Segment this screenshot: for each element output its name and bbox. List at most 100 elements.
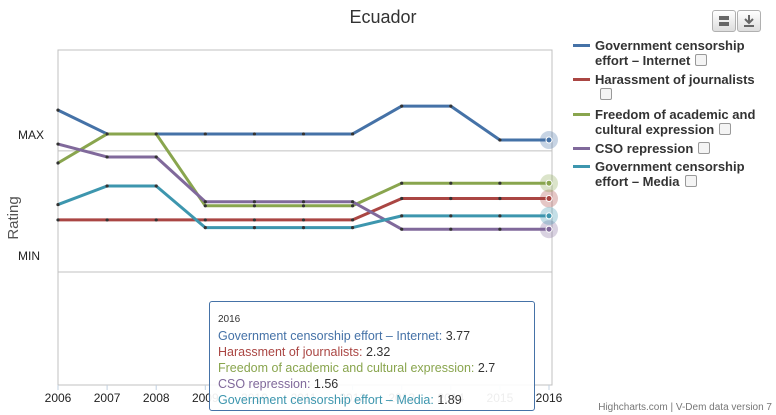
point-marker [252, 225, 256, 230]
point-marker [203, 218, 207, 222]
point-marker [105, 132, 109, 136]
tooltip-series: CSO repression [218, 377, 307, 391]
print-button[interactable] [712, 10, 736, 32]
chart-title: Ecuador [349, 7, 416, 27]
point-marker [400, 227, 404, 231]
legend-label: CSO repression [595, 141, 694, 156]
legend-item[interactable]: Freedom of academic and cultural express… [573, 107, 763, 137]
legend-label: Harassment of journalists [595, 72, 755, 87]
point-marker [449, 181, 453, 185]
point-marker [351, 200, 355, 204]
x-tick-label: 2008 [143, 391, 170, 405]
point-marker [449, 214, 453, 218]
legend-text: Harassment of journalists [595, 72, 760, 102]
tooltip-series: Freedom of academic and cultural express… [218, 361, 471, 375]
point-marker [105, 184, 109, 188]
hover-marker [545, 225, 553, 233]
series-line [57, 132, 549, 208]
tooltip-title: 2016 [218, 314, 241, 325]
tooltip-row: Freedom of academic and cultural express… [218, 361, 496, 375]
tooltip-value: 2.7 [477, 361, 496, 375]
point-marker [400, 214, 404, 218]
tooltip-row: Government censorship effort – Internet:… [218, 329, 471, 343]
legend-checkbox[interactable] [719, 123, 732, 135]
point-marker [449, 227, 453, 231]
tooltip-series: Harassment of journalists [218, 345, 360, 359]
tooltip-row: CSO repression: 1.56 [218, 377, 339, 391]
point-marker [105, 155, 109, 159]
y-tick-label: MAX [18, 128, 44, 142]
legend-text: Freedom of academic and cultural express… [595, 107, 760, 137]
x-tick-label: 2006 [45, 391, 72, 405]
legend-symbol [573, 78, 590, 81]
point-marker [154, 184, 158, 188]
point-marker [105, 218, 109, 222]
point-marker [351, 225, 355, 230]
credits: Highcharts.com | V-Dem data version 7 [598, 402, 772, 413]
point-marker [498, 214, 502, 218]
legend-text: Government censorship effort – Internet [595, 38, 760, 68]
point-marker [301, 204, 306, 208]
tooltip-value: 1.56 [313, 377, 339, 391]
point-marker [449, 104, 453, 108]
legend-text: Government censorship effort – Media [595, 159, 760, 189]
point-marker [498, 138, 502, 142]
legend-checkbox[interactable] [695, 54, 708, 66]
legend-checkbox[interactable] [698, 142, 711, 154]
point-marker [252, 218, 256, 222]
point-marker [154, 218, 158, 222]
point-marker [252, 132, 256, 136]
point-marker [56, 202, 60, 207]
tooltip-row: Government censorship effort – Media: 1.… [218, 393, 462, 407]
tooltip-value: 2.32 [365, 345, 391, 359]
point-marker [351, 132, 355, 136]
legend-text: CSO repression [595, 141, 760, 156]
point-marker [56, 218, 60, 222]
legend-symbol [573, 113, 590, 116]
point-marker [301, 218, 306, 222]
legend-label: Government censorship effort – Internet [595, 38, 745, 68]
point-marker [498, 227, 502, 231]
point-marker [301, 132, 306, 136]
tooltip-series: Government censorship effort – Internet [218, 329, 439, 343]
point-marker [400, 181, 404, 185]
legend-label: Freedom of academic and cultural express… [595, 107, 756, 137]
point-marker [252, 200, 256, 204]
point-marker [56, 161, 60, 165]
point-marker [351, 204, 355, 208]
hover-marker [545, 136, 553, 144]
legend-item[interactable]: Government censorship effort – Media [573, 159, 763, 189]
tooltip-value: 3.77 [445, 329, 471, 343]
legend-checkbox[interactable] [600, 88, 612, 100]
point-marker [203, 204, 207, 208]
legend-item[interactable]: CSO repression [573, 141, 763, 156]
point-marker [301, 225, 306, 230]
tooltip-series: Government censorship effort – Media [218, 393, 431, 407]
hover-marker [545, 195, 553, 203]
legend-checkbox[interactable] [684, 175, 697, 187]
y-axis-title: Rating [5, 196, 22, 239]
point-marker [154, 155, 158, 159]
point-marker [498, 196, 502, 201]
hover-marker [545, 212, 553, 220]
download-button[interactable] [737, 10, 761, 32]
x-tick-label: 2007 [94, 391, 121, 405]
point-marker [203, 132, 207, 136]
x-tick-label: 2016 [536, 391, 563, 405]
point-marker [203, 200, 207, 204]
point-marker [400, 104, 404, 108]
legend-item[interactable]: Government censorship effort – Internet [573, 38, 763, 68]
tooltip: 2016 Government censorship effort – Inte… [209, 301, 535, 411]
point-marker [56, 108, 60, 112]
point-marker [351, 218, 355, 222]
tooltip-value: 1.89 [437, 393, 462, 407]
point-marker [154, 132, 158, 136]
point-marker [400, 196, 404, 201]
point-marker [56, 142, 60, 146]
point-marker [498, 181, 502, 185]
point-marker [252, 204, 256, 208]
point-marker [203, 225, 207, 230]
legend-item[interactable]: Harassment of journalists [573, 72, 763, 102]
legend-label: Government censorship effort – Media [595, 159, 745, 189]
